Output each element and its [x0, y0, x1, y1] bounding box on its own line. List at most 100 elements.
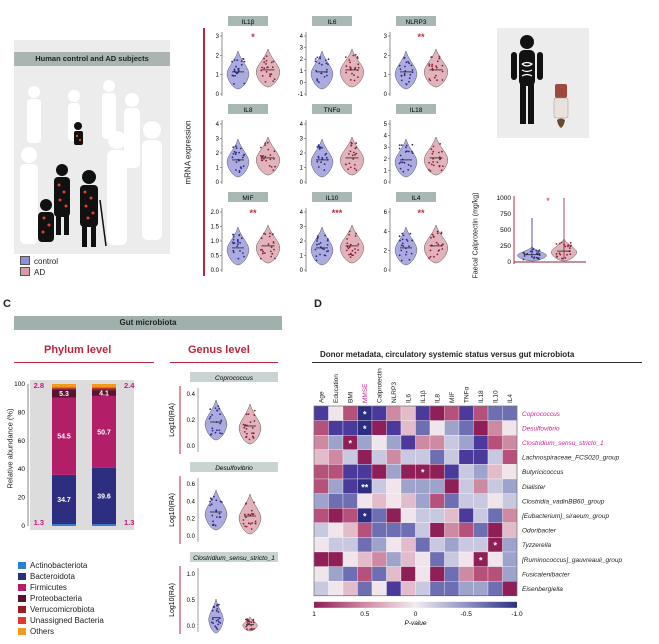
violin-plot-3: IL8 4 3 2 1 0 — [216, 104, 280, 186]
heatmap-cell — [415, 420, 431, 436]
stacked-segment-unassigned-bacteria — [52, 387, 76, 389]
violin-control-body — [394, 50, 418, 90]
violin-ad-point — [349, 243, 352, 246]
genus-violins — [208, 598, 258, 634]
heatmap-cell — [444, 449, 460, 465]
violin-ad-point — [440, 169, 443, 172]
violin-control-point — [319, 242, 322, 244]
violin-title: IL8 — [243, 107, 252, 114]
genus-ad-body — [238, 403, 262, 445]
heatmap-cell — [371, 566, 387, 582]
genus-ad-point — [243, 426, 246, 429]
calpro-control-point — [522, 258, 525, 261]
heatmap-row-label: [Eubacterium]_siraeum_group — [521, 513, 609, 520]
heatmap-cell — [487, 493, 503, 509]
violin-ad-point — [273, 150, 276, 153]
heatmap-cell — [444, 508, 460, 523]
genus-control-point — [216, 608, 219, 610]
heatmap-row-label: Fusicatenibacter — [522, 571, 571, 578]
heatmap-cell — [313, 478, 329, 494]
genus-control-point — [211, 514, 214, 517]
heatmap-cell — [400, 551, 416, 567]
genus-control-point — [209, 434, 212, 436]
genus-title: Coprococcus — [215, 375, 254, 382]
violin-ad-point — [436, 60, 439, 63]
heatmap-cell — [328, 435, 344, 450]
violin-ad-point — [433, 76, 436, 79]
violin-ad-point — [261, 66, 263, 69]
genus-control-point — [214, 431, 217, 434]
violin-ad-point — [436, 161, 439, 164]
genus-control-point — [219, 413, 221, 416]
violin-plot-7: IL10 4 3 2 1 0 *** — [300, 192, 364, 274]
violin-ad-point — [436, 79, 438, 82]
legend-firmicutes-swatch — [18, 584, 26, 591]
violin-ad-point — [431, 63, 434, 66]
violin-ad-point — [435, 65, 437, 68]
violin-tick-label: 2 — [384, 157, 388, 163]
violin-control-point — [398, 235, 401, 238]
heatmap-cell — [415, 566, 431, 582]
violin-ad-point — [349, 79, 352, 81]
violin-ad-point — [353, 151, 355, 154]
stacked-segment-proteobacteria — [92, 390, 116, 396]
legend-actinobacteriota: Actinobacteriota — [18, 560, 104, 571]
genus-ad-point — [253, 628, 255, 630]
calpro-control-point — [537, 250, 540, 253]
violin-control-point — [405, 238, 408, 241]
violin-control-point — [405, 144, 408, 147]
legend-ad-swatch — [20, 267, 30, 276]
heatmap-cell — [357, 551, 373, 567]
panel-a-legend: control AD — [20, 256, 58, 278]
genus-control-body — [208, 598, 224, 634]
heatmap-cell — [487, 551, 503, 567]
genus-ad-point — [250, 509, 253, 512]
violin-ad-point — [429, 255, 432, 258]
genus-ad-point — [249, 523, 252, 525]
heatmap-cell — [400, 478, 416, 494]
genus-tick-label: 0.2 — [187, 517, 196, 523]
genus-control-point — [220, 501, 223, 503]
heatmap-cell — [502, 581, 518, 596]
violin-ad-point — [356, 57, 359, 59]
violin-ad-point — [357, 66, 360, 69]
violin-control-point — [233, 68, 236, 71]
violin-ad-point — [273, 78, 276, 81]
calpro-tick-label: 1000 — [497, 195, 512, 202]
heatmap-cell — [313, 435, 329, 450]
genus-underline — [170, 362, 278, 363]
genus-control-point — [210, 503, 213, 506]
violin-group — [310, 136, 364, 178]
genus-tick-label: 0.4 — [187, 499, 196, 505]
heatmap-cell — [328, 551, 344, 567]
violin-ad-point — [428, 63, 431, 65]
violin-control-point — [243, 153, 246, 156]
violin-control-point — [231, 241, 234, 244]
heatmap-cell — [429, 478, 445, 494]
violin-control-point — [316, 78, 319, 81]
violin-ad-point — [439, 143, 441, 145]
violin-title-box — [312, 16, 352, 26]
violin-control-point — [316, 146, 319, 148]
violin-ad-point — [354, 251, 357, 254]
genus-control-point — [218, 516, 221, 518]
heatmap-cell — [415, 537, 431, 553]
violin-ad-point — [349, 66, 352, 69]
violin-control-point — [400, 79, 403, 82]
heatmap-cell — [444, 493, 460, 509]
heatmap-cell — [371, 478, 387, 494]
violin-ad-point — [272, 169, 275, 171]
heatmap-cell — [342, 449, 358, 465]
heatmap-cell — [473, 522, 489, 538]
heatmap-significance: * — [421, 468, 425, 478]
heatmap-cell — [357, 581, 373, 596]
violin-ad-point — [346, 245, 349, 248]
violin-ad-point — [353, 167, 356, 170]
heatmap-cell — [342, 551, 358, 567]
panel-a-title: Human control and AD subjects — [14, 52, 170, 66]
violin-control-point — [237, 69, 240, 72]
heatmap-cell — [502, 435, 518, 450]
heatmap-cell — [400, 493, 416, 509]
legend-firmicutes: Firmicutes — [18, 582, 104, 593]
heatmap-cell — [415, 551, 431, 567]
